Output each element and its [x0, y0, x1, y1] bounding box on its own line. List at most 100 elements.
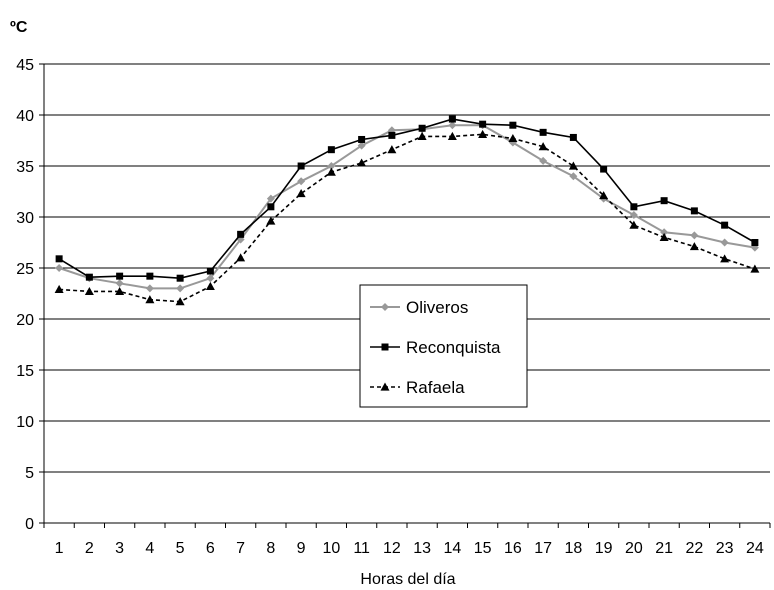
data-point-rafaela: [689, 242, 699, 251]
data-point-reconquista: [418, 124, 426, 132]
data-point-reconquista: [358, 135, 366, 143]
data-point-rafaela: [659, 232, 669, 241]
data-point-rafaela: [447, 131, 457, 141]
y-tick-label-25: 25: [16, 261, 34, 278]
data-point-rafaela: [538, 142, 548, 151]
series-line-reconquista: [58, 118, 756, 280]
data-point-oliveros: [720, 238, 729, 247]
data-point-rafaela: [296, 189, 306, 198]
y-tick-label-20: 20: [16, 312, 34, 329]
legend-marker-rafaela: [380, 382, 390, 391]
data-point-reconquista: [85, 273, 93, 281]
data-point-oliveros: [569, 172, 578, 181]
data-point-oliveros: [660, 228, 669, 237]
data-point-reconquista: [569, 133, 577, 141]
data-point-reconquista: [479, 120, 487, 128]
x-tick-label-9: 9: [297, 540, 306, 557]
data-point-reconquista: [327, 146, 335, 154]
data-point-rafaela: [326, 167, 336, 176]
x-tick-label-16: 16: [504, 540, 522, 557]
legend-label-rafaela: Rafaela: [406, 378, 465, 397]
legend-label-oliveros: Oliveros: [406, 298, 468, 317]
x-tick-label-2: 2: [85, 540, 94, 557]
data-point-reconquista: [237, 230, 245, 238]
x-tick-label-15: 15: [474, 540, 492, 557]
x-tick-label-21: 21: [655, 540, 673, 557]
data-point-oliveros: [176, 284, 185, 293]
y-tick-label-5: 5: [25, 465, 34, 482]
data-point-rafaela: [54, 284, 64, 294]
data-point-oliveros: [297, 177, 306, 186]
data-point-rafaela: [750, 264, 760, 273]
x-tick-label-14: 14: [443, 540, 461, 557]
series-line-oliveros: [58, 124, 756, 290]
legend-marker-oliveros: [381, 303, 389, 311]
y-unit-label: ºC: [10, 19, 28, 36]
series-layer: [54, 115, 760, 306]
x-tick-label-4: 4: [145, 540, 154, 557]
data-point-oliveros: [690, 231, 699, 240]
x-tick-label-19: 19: [595, 540, 613, 557]
data-point-oliveros: [55, 264, 64, 272]
data-point-rafaela: [417, 131, 427, 141]
data-point-oliveros: [266, 194, 275, 203]
x-tick-label-7: 7: [236, 540, 245, 557]
y-tick-label-15: 15: [16, 363, 34, 380]
data-point-rafaela: [508, 133, 518, 143]
data-point-oliveros: [448, 121, 457, 130]
data-point-oliveros: [327, 162, 336, 170]
x-tick-label-22: 22: [685, 540, 703, 557]
data-point-rafaela: [175, 297, 185, 306]
x-tick-label-3: 3: [115, 540, 124, 557]
x-tick-label-20: 20: [625, 540, 643, 557]
x-tick-label-11: 11: [353, 540, 370, 557]
data-point-reconquista: [660, 197, 668, 205]
data-point-rafaela: [568, 161, 578, 170]
data-point-rafaela: [205, 281, 215, 290]
series-oliveros: [55, 121, 759, 293]
series-rafaela: [54, 129, 760, 306]
data-point-reconquista: [267, 203, 275, 211]
data-point-reconquista: [146, 272, 154, 280]
data-point-reconquista: [206, 267, 214, 275]
data-point-rafaela: [387, 145, 397, 154]
y-tick-label-0: 0: [25, 516, 34, 533]
data-point-reconquista: [690, 207, 698, 215]
x-tick-label-5: 5: [176, 540, 185, 557]
data-point-reconquista: [751, 239, 759, 246]
data-point-reconquista: [176, 274, 184, 282]
x-tick-label-17: 17: [534, 540, 552, 557]
data-point-reconquista: [116, 272, 124, 280]
y-tick-label-10: 10: [16, 414, 34, 431]
data-point-rafaela: [266, 216, 276, 225]
data-point-oliveros: [539, 156, 548, 165]
legend: Oliveros Reconquista Rafaela: [359, 284, 528, 408]
y-tick-label-40: 40: [16, 108, 34, 125]
data-point-reconquista: [721, 221, 729, 229]
data-point-oliveros: [357, 141, 366, 150]
gridlines: [44, 63, 770, 473]
data-point-oliveros: [629, 210, 638, 219]
data-point-rafaela: [236, 253, 246, 262]
legend-label-reconquista: Reconquista: [406, 338, 501, 357]
x-tick-label-13: 13: [413, 540, 431, 557]
data-point-reconquista: [55, 255, 63, 263]
x-tick-labels: 1 2 3 4 5 6 7 8 9 10 11 12 13 14 15 16 17 18 19 20 21 22 23 24: [55, 540, 764, 557]
y-tick-label-35: 35: [16, 159, 34, 176]
data-point-rafaela: [357, 158, 367, 167]
data-point-reconquista: [509, 121, 517, 129]
axes: [39, 63, 771, 528]
data-point-oliveros: [206, 274, 215, 283]
data-point-reconquista: [388, 131, 396, 139]
data-point-reconquista: [600, 165, 608, 173]
data-point-rafaela: [478, 129, 488, 138]
x-axis-title: Horas del día: [360, 571, 455, 588]
legend-marker-reconquista: [381, 343, 389, 351]
data-point-rafaela: [629, 220, 639, 229]
x-tick-label-10: 10: [322, 540, 340, 557]
y-tick-label-45: 45: [16, 57, 34, 74]
data-point-rafaela: [599, 191, 609, 200]
x-tick-label-18: 18: [564, 540, 582, 557]
data-point-oliveros: [145, 284, 154, 293]
